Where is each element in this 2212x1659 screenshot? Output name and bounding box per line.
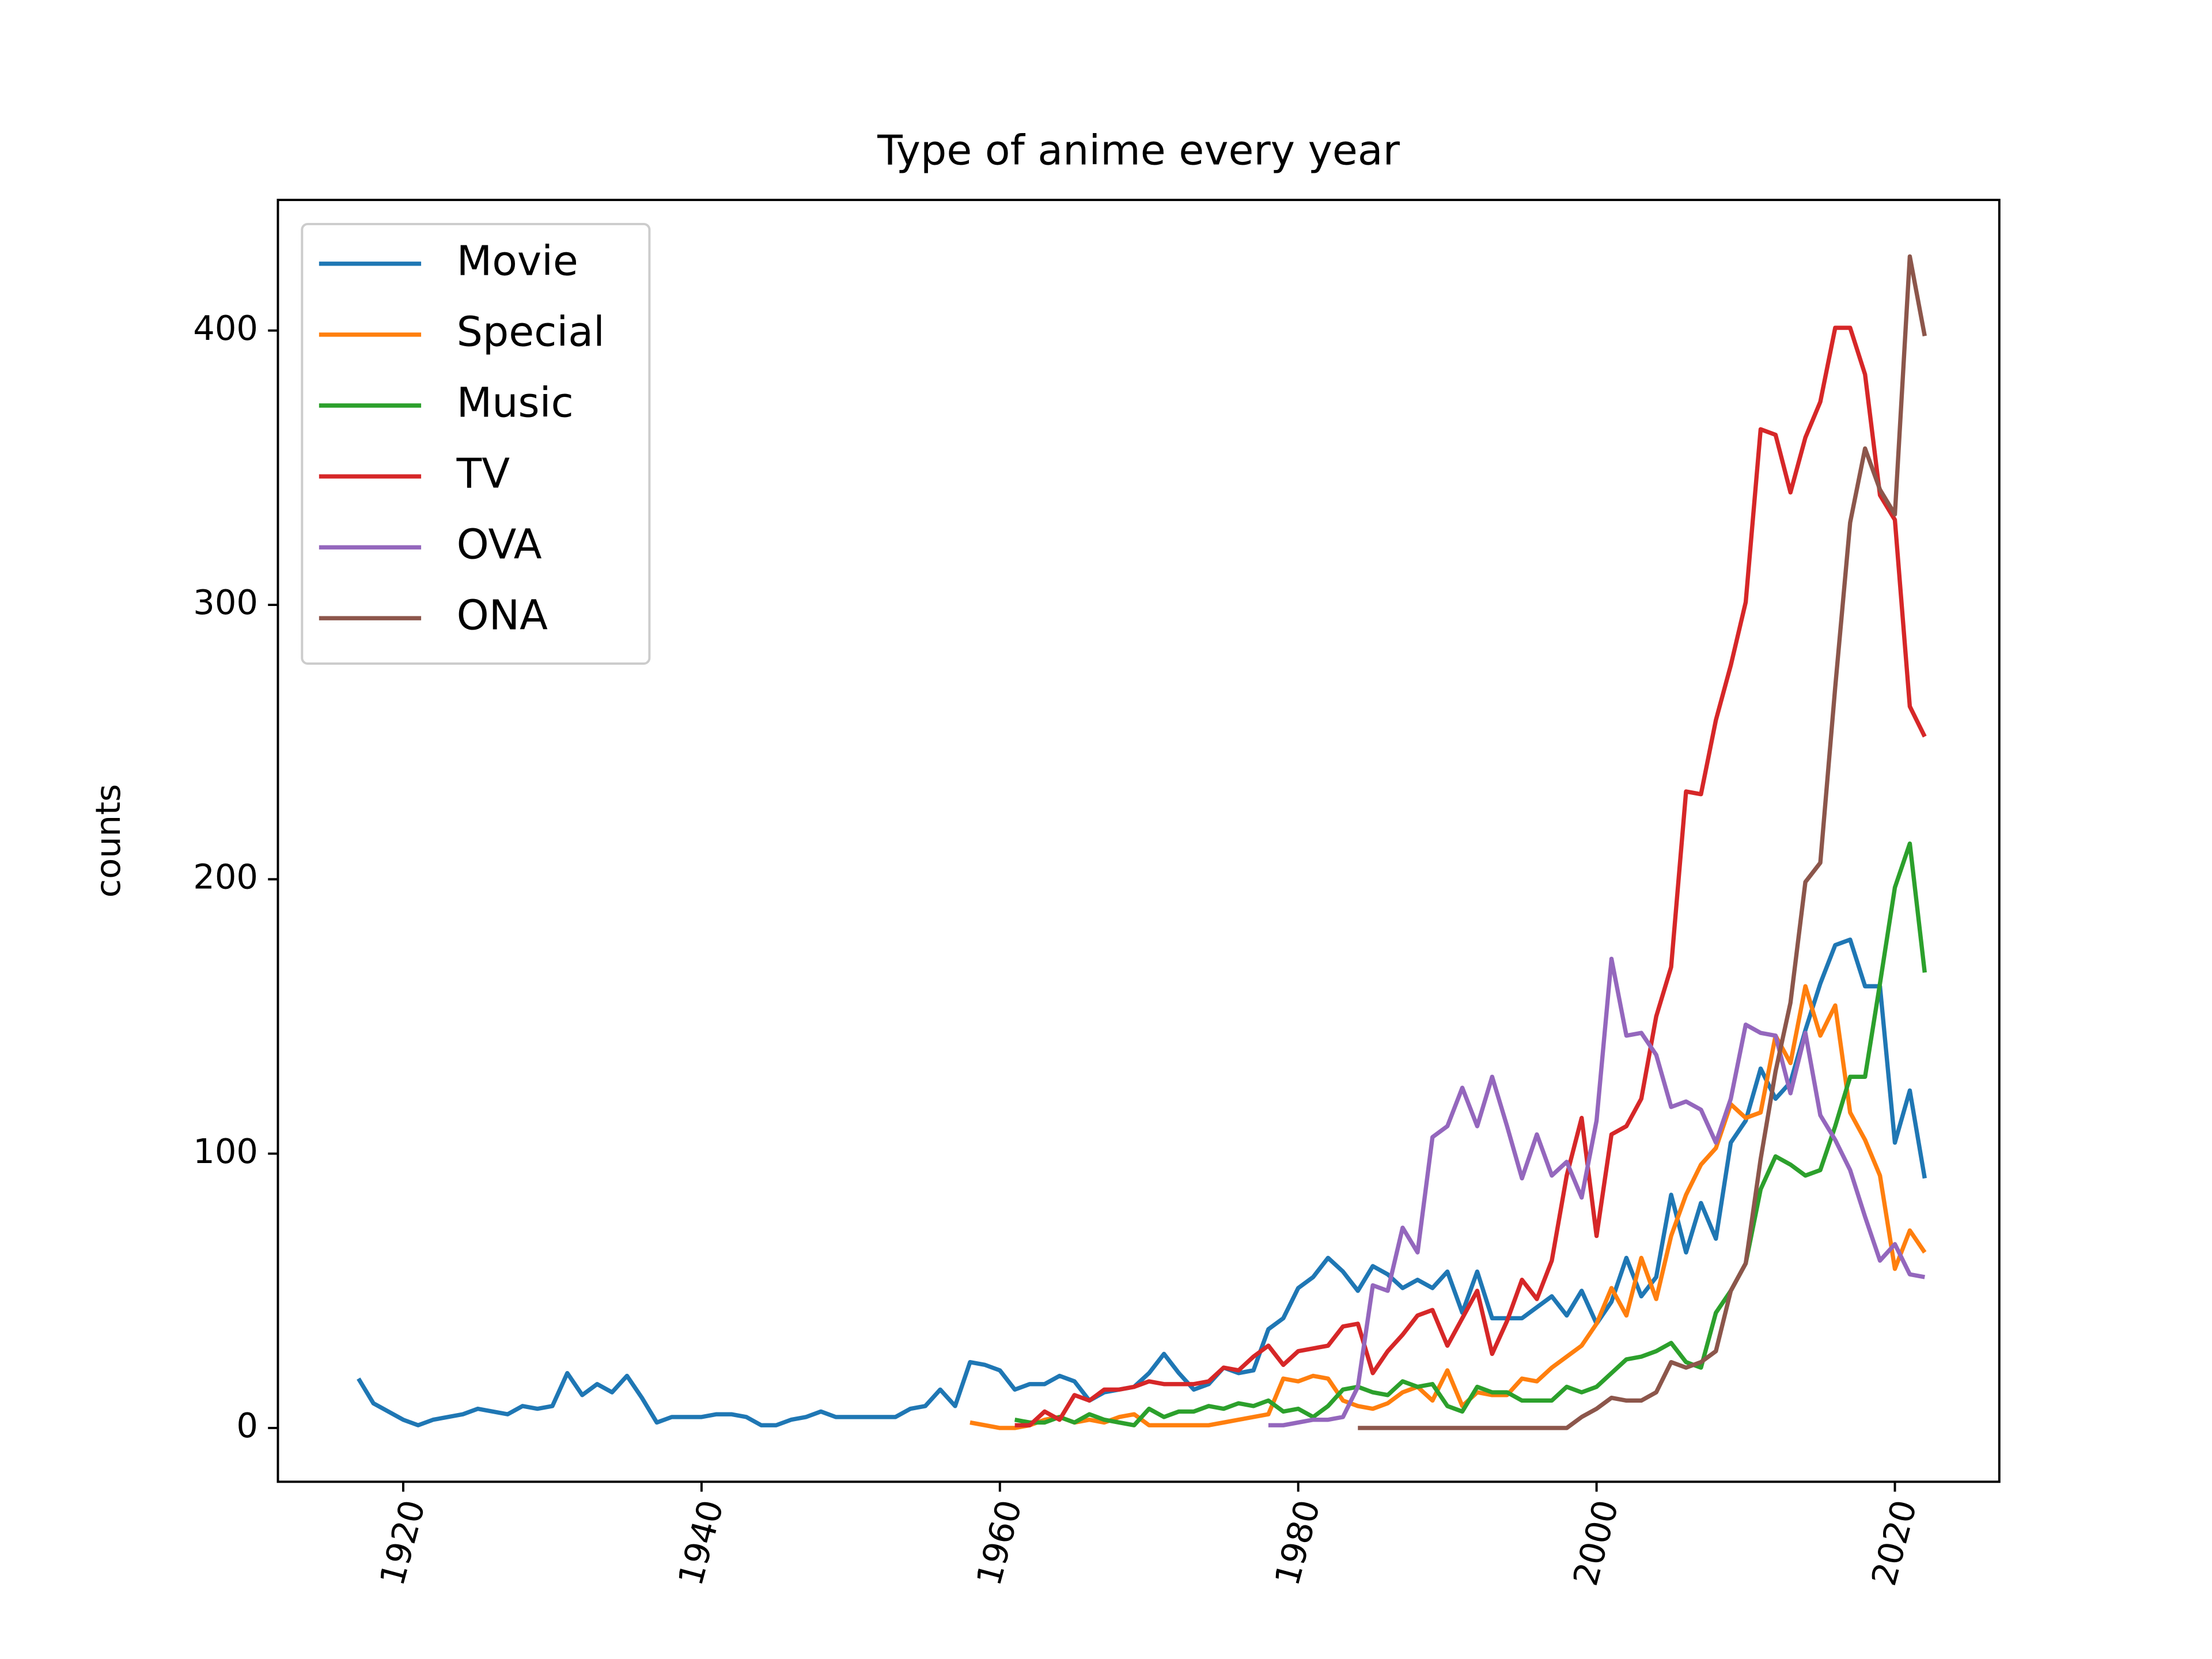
y-tick-label: 200: [193, 857, 258, 896]
y-tick-label: 300: [193, 582, 258, 622]
legend-label: Music: [457, 379, 574, 427]
series-line: [357, 937, 1927, 1427]
legend-label: ONA: [457, 592, 548, 639]
series-line: [1268, 956, 1925, 1427]
y-tick-label: 400: [193, 308, 258, 348]
series-line: [1358, 254, 1927, 1430]
y-axis-label: counts: [88, 784, 128, 897]
series-line: [969, 984, 1927, 1430]
legend-label: OVA: [457, 521, 542, 569]
legend-label: Special: [457, 308, 605, 355]
y-tick-label: 0: [236, 1406, 258, 1445]
legend-label: Movie: [457, 237, 578, 285]
legend-label: TV: [456, 450, 510, 498]
series-line: [1014, 841, 1927, 1427]
y-tick-label: 100: [193, 1131, 258, 1171]
chart-title: Type of anime every year: [877, 126, 1400, 174]
series-line: [1014, 325, 1927, 1427]
plot-frame: [276, 199, 2001, 1483]
